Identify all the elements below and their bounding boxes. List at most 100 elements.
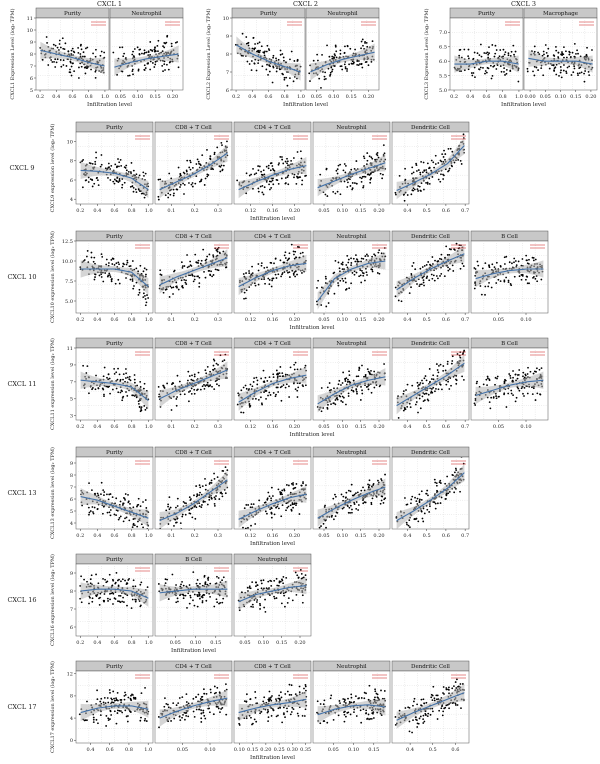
scatter-point	[301, 179, 304, 182]
scatter-point	[443, 275, 446, 278]
scatter-point	[423, 264, 426, 267]
scatter-point	[119, 391, 122, 394]
confidence-band	[475, 260, 544, 288]
scatter-point	[362, 44, 364, 47]
scatter-points	[158, 246, 228, 298]
scatter-point	[527, 366, 529, 369]
scatter-point	[159, 178, 162, 181]
scatter-point	[437, 178, 440, 181]
scatter-point	[349, 504, 352, 507]
scatter-point	[199, 486, 202, 489]
scatter-point	[266, 379, 269, 382]
scatter-point	[257, 190, 260, 193]
scatter-point	[332, 272, 335, 275]
scatter-points	[238, 243, 307, 300]
scatter-point	[345, 491, 348, 494]
scatter-point	[361, 38, 364, 41]
scatter-point	[376, 154, 379, 157]
scatter-point	[438, 481, 441, 484]
scatter-point	[245, 36, 248, 38]
scatter-point	[358, 369, 360, 372]
scatter-point	[416, 381, 419, 384]
scatter-point	[144, 304, 147, 307]
scatter-point	[346, 179, 348, 181]
scatter-point	[92, 511, 94, 513]
scatter-point	[370, 503, 373, 506]
scatter-point	[325, 305, 328, 308]
scatter-point	[137, 497, 140, 500]
scatter-point	[462, 352, 465, 354]
scatter-point	[162, 384, 165, 387]
scatter-point	[459, 356, 462, 359]
scatter-point	[419, 498, 421, 501]
y-tick-label: 5.5	[439, 73, 447, 79]
scatter-point	[286, 176, 289, 178]
scatter-point	[147, 51, 150, 54]
scatter-point	[170, 45, 173, 48]
scatter-point	[509, 377, 512, 379]
scatter-point	[535, 66, 538, 69]
y-tick-label: 10.0	[62, 259, 73, 265]
scatter-point	[292, 272, 295, 275]
scatter-point	[174, 518, 177, 521]
scatter-point	[342, 495, 345, 498]
scatter-point	[95, 374, 97, 377]
scatter-point	[534, 399, 537, 401]
scatter-point	[198, 285, 201, 288]
scatter-point	[526, 67, 529, 70]
scatter-point	[115, 387, 118, 390]
scatter-point	[214, 268, 217, 271]
scatter-point	[147, 297, 150, 299]
y-tick-label: 10	[223, 16, 229, 22]
x-tick-label: 1.0	[145, 208, 153, 214]
x-tick-label: 0.10	[520, 424, 531, 430]
scatter-point	[202, 248, 205, 251]
scatter-point	[499, 65, 502, 67]
x-tick-label: 0.4	[93, 208, 101, 214]
scatter-point	[260, 170, 263, 173]
scatter-point	[121, 397, 124, 399]
scatter-point	[345, 264, 348, 266]
scatter-point	[507, 54, 510, 57]
fit-line	[159, 479, 228, 522]
scatter-point	[529, 370, 532, 373]
scatter-point	[502, 48, 505, 51]
row-label: CXCL 13	[7, 489, 36, 497]
scatter-point	[216, 268, 219, 271]
scatter-point	[268, 283, 271, 286]
scatter-point	[60, 65, 63, 68]
scatter-point	[149, 68, 152, 71]
scatter-point	[86, 46, 89, 49]
scatter-point	[443, 149, 445, 152]
scatter-point	[97, 494, 100, 497]
scatter-point	[422, 281, 425, 284]
scatter-point	[509, 70, 512, 73]
scatter-point	[380, 252, 383, 255]
scatter-point	[221, 469, 224, 472]
scatter-point	[69, 68, 71, 71]
scatter-point	[472, 57, 475, 60]
scatter-point	[165, 509, 168, 512]
y-tick-label: 11	[67, 346, 73, 352]
x-tick-label: 0.10	[132, 94, 143, 100]
fit-line	[238, 262, 307, 288]
scatter-point	[325, 277, 327, 280]
scatter-point	[304, 384, 307, 387]
scatter-point	[121, 390, 123, 393]
scatter-point	[134, 188, 137, 191]
scatter-point	[263, 267, 266, 269]
scatter-point	[492, 65, 495, 68]
scatter-point	[205, 258, 208, 261]
scatter-point	[355, 508, 358, 510]
scatter-point	[279, 375, 281, 378]
scatter-point	[294, 361, 297, 364]
scatter-point	[257, 187, 260, 190]
scatter-point	[113, 182, 116, 185]
confidence-band	[40, 41, 105, 75]
scatter-point	[248, 174, 251, 177]
scatter-point	[132, 287, 135, 290]
scatter-point	[342, 371, 345, 374]
x-tick-label: 0.7	[461, 424, 469, 430]
